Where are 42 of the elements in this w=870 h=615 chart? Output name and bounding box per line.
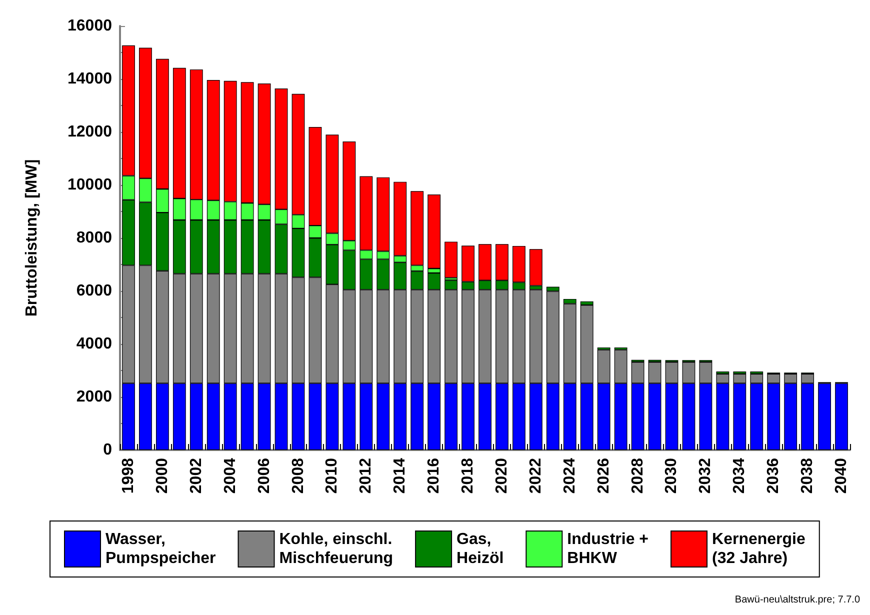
legend-label: Gas, Heizöl (456, 531, 504, 567)
bar (529, 249, 542, 286)
x-tick-label: 2016 (426, 458, 443, 494)
x-tick-label: 2012 (358, 458, 375, 494)
y-tick-label: 4000 (76, 336, 112, 352)
legend-label: Kernenergie (32 Jahre) (712, 531, 806, 567)
y-tick-label: 14000 (68, 70, 112, 88)
x-tick-label: 1998 (120, 458, 137, 494)
x-tick-label: 2002 (188, 458, 205, 494)
x-tick-label: 2006 (256, 458, 273, 494)
y-axis-title: Bruttoleistung, [MW] (24, 159, 40, 317)
y-tick-label: 10000 (68, 176, 112, 194)
x-tick-label: 2032 (697, 458, 714, 494)
text: Bawü-neu\altstruk.pre; 7.7.0 (734, 594, 860, 606)
x-tick-label: 2004 (222, 458, 239, 494)
y-tick-label: 6000 (76, 282, 112, 300)
x-tick-label: 2000 (154, 458, 171, 494)
x-tick-label: 2020 (493, 458, 510, 494)
x-tick-label: 2008 (290, 458, 307, 494)
x-tick-label: 2030 (663, 458, 680, 494)
y-tick-label: 2000 (76, 388, 112, 406)
y-tick-label: 0 (103, 442, 112, 458)
bar (444, 242, 458, 278)
x-tick-label: 2040 (833, 458, 850, 494)
x-tick-label: 2036 (765, 458, 782, 494)
x-tick-label: 2024 (561, 458, 578, 494)
legend-label: Industrie + BHKW (567, 531, 649, 567)
y-tick-label: 8000 (76, 230, 112, 246)
x-tick-label: 2026 (595, 458, 612, 494)
y-tick-label: 12000 (68, 124, 112, 140)
x-tick-label: 2014 (392, 458, 409, 494)
y-tick-label: 16000 (68, 18, 112, 34)
x-tick-label: 2018 (460, 458, 477, 494)
x-tick-label: 2010 (324, 458, 341, 494)
legend-label: Wasser, Pumpspeicher (106, 531, 216, 567)
legend-label: Kohle, einschl. Mischfeuerung (279, 531, 394, 567)
bar (818, 383, 831, 450)
x-tick-label: 2028 (629, 458, 646, 494)
x-tick-label: 2038 (799, 458, 816, 494)
x-tick-label: 2022 (527, 458, 544, 494)
bar (835, 383, 848, 450)
x-tick-label: 2034 (731, 458, 748, 494)
